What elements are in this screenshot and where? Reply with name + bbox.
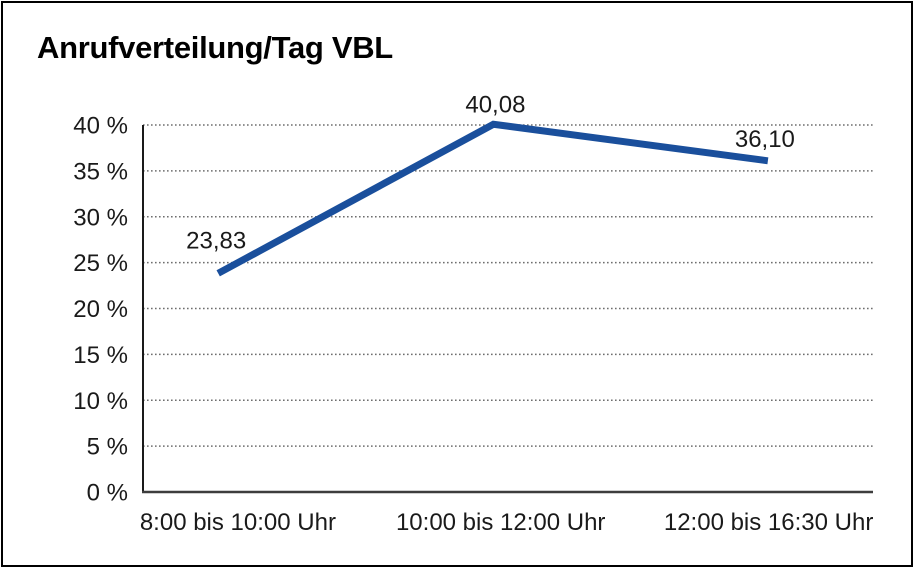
data-label: 40,08 — [465, 91, 525, 118]
y-tick-label: 35 % — [73, 158, 128, 185]
series-line — [216, 120, 769, 277]
y-tick-label: 10 % — [73, 388, 128, 415]
y-tick-label: 25 % — [73, 250, 128, 277]
y-tick-label: 15 % — [73, 342, 128, 369]
y-tick-label: 20 % — [73, 296, 128, 323]
chart-title: Anrufverteilung/Tag VBL — [37, 30, 393, 65]
data-label: 23,83 — [186, 227, 246, 254]
y-tick-label: 5 % — [87, 434, 128, 461]
y-tick-label: 30 % — [73, 204, 128, 231]
category-label: 12:00 bis 16:30 Uhr — [664, 509, 873, 536]
category-label: 8:00 bis 10:00 Uhr — [140, 509, 336, 536]
y-tick-label: 0 % — [87, 480, 128, 507]
data-label: 36,10 — [735, 126, 795, 153]
chart-border — [1, 1, 913, 567]
category-label: 10:00 bis 12:00 Uhr — [396, 509, 605, 536]
y-tick-label: 40 % — [73, 113, 128, 140]
